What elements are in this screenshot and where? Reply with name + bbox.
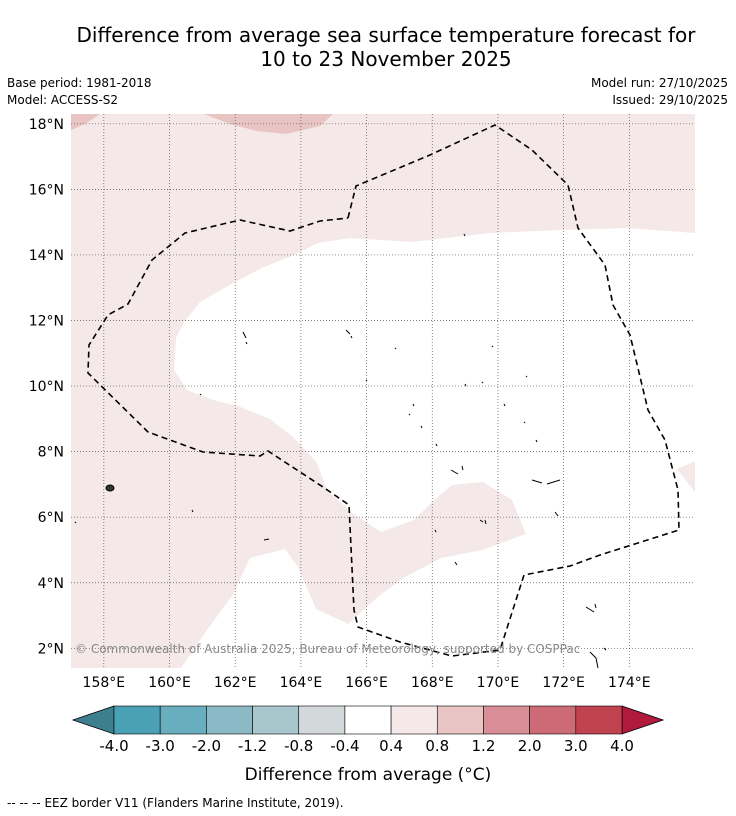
latitude-tick-label: 10°N <box>29 379 64 395</box>
copyright-watermark: © Commonwealth of Australia 2025, Bureau… <box>75 642 580 656</box>
island <box>554 511 559 517</box>
anomaly-region-0.4-0.8 <box>71 114 695 668</box>
colorbar-tick-label: -3.0 <box>146 737 175 755</box>
island <box>450 465 464 475</box>
latitude-tick-label: 8°N <box>38 445 64 461</box>
model-name: Model: ACCESS-S2 <box>7 93 119 107</box>
island <box>479 519 487 525</box>
colorbar-bin <box>575 705 623 735</box>
colorbar-tick-label: -4.0 <box>99 737 128 755</box>
longitude-tick-label: 162°E <box>214 675 257 691</box>
latitude-tick-label: 12°N <box>29 314 64 330</box>
colorbar-bin <box>113 705 161 735</box>
colorbar-tick-label: 3.0 <box>564 737 588 755</box>
island <box>408 403 438 447</box>
longitude-tick-label: 164°E <box>280 675 323 691</box>
colorbar-extend-min <box>71 705 115 735</box>
title-line-1: Difference from average sea surface temp… <box>76 23 696 47</box>
island <box>603 647 607 651</box>
anomaly-region-0.8-1.2-west <box>71 114 100 130</box>
colorbar-tick-label: -0.4 <box>330 737 359 755</box>
colorbar-tick-label: 0.8 <box>425 737 449 755</box>
island <box>242 331 248 345</box>
island <box>589 651 599 668</box>
sst-map: © Commonwealth of Australia 2025, Bureau… <box>71 114 695 668</box>
island <box>585 603 597 613</box>
colorbar: -4.0 -3.0 -2.0 -1.2 -0.8 -0.4 0.4 0.8 1.2 2.0 3.0 4… <box>71 705 665 755</box>
longitude-labels: 158°E 160°E 162°E 164°E 166°E 168°E 170°E 172°E… <box>83 675 651 691</box>
island <box>345 329 353 339</box>
longitude-tick-label: 166°E <box>345 675 388 691</box>
issued-date: Issued: 29/10/2025 <box>612 93 728 107</box>
colorbar-tick-label: 2.0 <box>518 737 542 755</box>
eez-border <box>87 124 680 657</box>
longitude-tick-label: 160°E <box>148 675 191 691</box>
colorbar-bin <box>436 705 484 735</box>
colorbar-bin <box>529 705 577 735</box>
model-run: Model run: 27/10/2025 <box>590 76 728 90</box>
longitude-tick-label: 170°E <box>477 675 520 691</box>
island <box>263 538 270 541</box>
colorbar-bin <box>344 705 392 735</box>
colorbar-tick-label: 0.4 <box>379 737 403 755</box>
islands <box>74 233 607 668</box>
eez-legend: -- -- -- EEZ border V11 (Flanders Marine… <box>7 796 344 810</box>
latitude-tick-label: 14°N <box>29 248 64 264</box>
island <box>74 379 368 524</box>
longitude-tick-label: 168°E <box>411 675 454 691</box>
latitude-tick-label: 18°N <box>29 117 64 133</box>
title-line-2: 10 to 23 November 2025 <box>260 47 512 71</box>
colorbar-bin <box>159 705 207 735</box>
colorbar-bin <box>252 705 300 735</box>
colorbar-tick-label: -0.8 <box>284 737 313 755</box>
longitude-tick-label: 174°E <box>608 675 651 691</box>
latitude-labels: 18°N 16°N 14°N 12°N 10°N 8°N 6°N 4°N 2°N <box>29 117 64 657</box>
latitude-tick-label: 2°N <box>38 641 64 657</box>
base-period: Base period: 1981-2018 <box>7 76 152 90</box>
longitude-tick-label: 158°E <box>83 675 126 691</box>
colorbar-extend-max <box>621 705 665 735</box>
colorbar-bin <box>390 705 438 735</box>
colorbar-bin <box>206 705 253 735</box>
anomaly-region-0.4-0.8-east <box>677 461 695 492</box>
colorbar-tick-label: -1.2 <box>238 737 267 755</box>
colorbar-title: Difference from average (°C) <box>245 765 492 785</box>
island <box>503 375 538 443</box>
latitude-tick-label: 16°N <box>29 182 64 198</box>
graticule <box>71 114 695 668</box>
island-atoll <box>105 484 115 492</box>
latitude-tick-label: 6°N <box>38 510 64 526</box>
island <box>531 479 561 485</box>
colorbar-tick-label: -2.0 <box>192 737 221 755</box>
colorbar-tick-label: 1.2 <box>472 737 496 755</box>
island <box>434 233 466 566</box>
colorbar-bin <box>483 705 530 735</box>
latitude-tick-label: 4°N <box>38 576 64 592</box>
eez-line-sample: -- -- -- <box>7 796 41 810</box>
island <box>394 345 494 387</box>
eez-legend-text: EEZ border V11 (Flanders Marine Institut… <box>44 796 344 810</box>
longitude-tick-label: 172°E <box>542 675 585 691</box>
colorbar-bin <box>298 705 346 735</box>
colorbar-tick-label: 4.0 <box>610 737 634 755</box>
